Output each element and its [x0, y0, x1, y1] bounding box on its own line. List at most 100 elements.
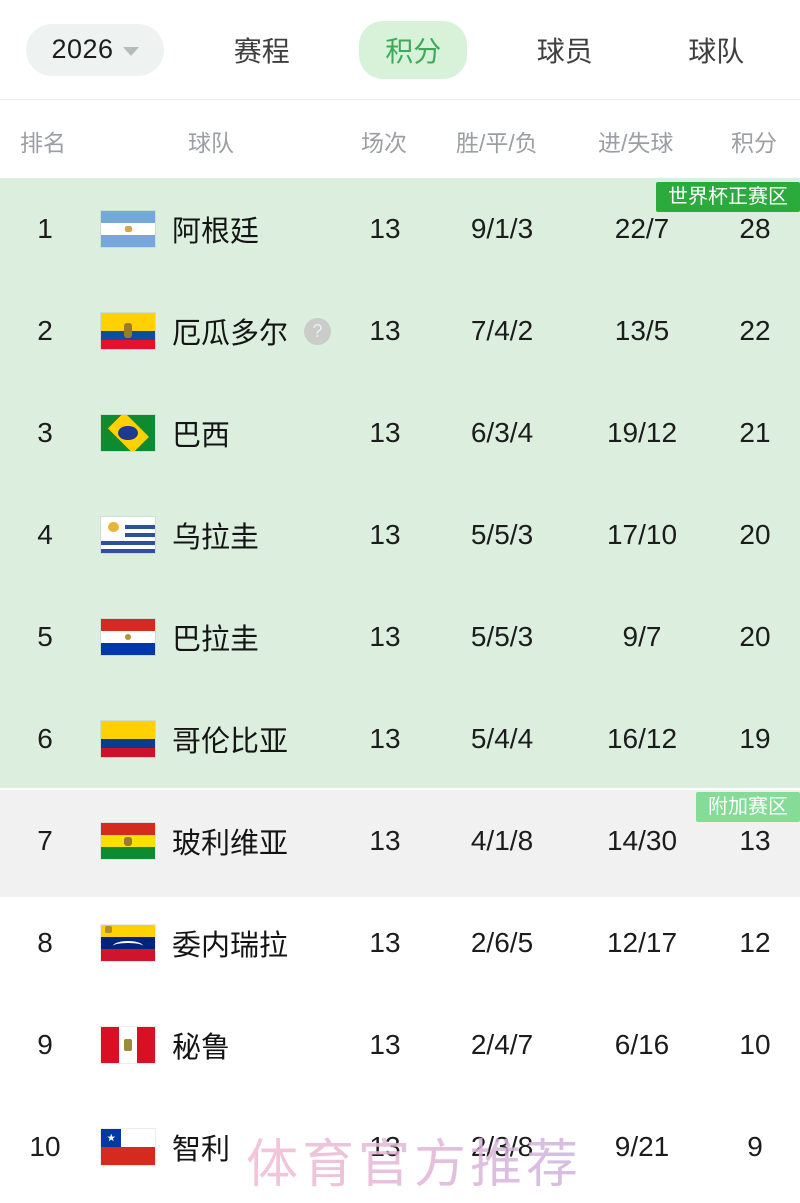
column-header-points: 积分	[731, 130, 777, 156]
tab-2[interactable]: 积分	[359, 20, 468, 79]
cell-rank: 2	[37, 315, 53, 346]
team-name: 哥伦比亚	[172, 726, 289, 758]
team-name: 智利	[172, 1134, 231, 1166]
cell-team[interactable]: 巴拉圭	[100, 586, 350, 688]
tab-3[interactable]: 球员	[511, 21, 619, 79]
cell-played: 13	[369, 519, 401, 550]
table-row[interactable]: 6 哥伦比亚 13 5/4/4 16/12 19	[0, 688, 800, 790]
cell-points: 9	[747, 1131, 763, 1162]
cell-team[interactable]: 哥伦比亚	[100, 688, 350, 790]
team-name: 委内瑞拉	[172, 930, 289, 962]
cell-rank: 3	[37, 417, 53, 448]
zone-band-qualify	[0, 178, 800, 788]
cell-played: 13	[369, 213, 401, 244]
team-name: 玻利维亚	[172, 828, 289, 860]
cell-played: 13	[369, 723, 401, 754]
cell-wdl: 2/6/5	[470, 927, 534, 958]
table-column-header: 排名 球队 场次 胜/平/负 进/失球 积分	[0, 100, 800, 178]
cell-points: 21	[739, 417, 771, 448]
info-icon[interactable]: ?	[304, 317, 332, 345]
tab-label: 赛程	[233, 35, 290, 67]
table-row[interactable]: 5 巴拉圭 13 5/5/3 9/7 20	[0, 586, 800, 688]
cell-team[interactable]: 阿根廷	[100, 178, 350, 280]
cell-goals: 12/17	[606, 927, 678, 958]
standings-rows: 1 阿根廷 13 9/1/3 22/7 28 2 厄瓜多尔? 13 7/4/2 13/5 22 3 巴西 1…	[0, 178, 800, 1198]
cell-wdl: 2/4/7	[470, 1029, 534, 1060]
season-selector[interactable]: 2026	[26, 23, 164, 76]
cell-wdl: 6/3/4	[470, 417, 534, 448]
cell-team[interactable]: 乌拉圭	[100, 484, 350, 586]
cell-team[interactable]: 厄瓜多尔?	[100, 280, 350, 382]
cell-team[interactable]: 委内瑞拉	[100, 892, 350, 994]
cell-team[interactable]: 秘鲁	[100, 994, 350, 1096]
cell-wdl: 7/4/2	[470, 315, 534, 346]
cell-wdl: 5/4/4	[470, 723, 534, 754]
cell-team[interactable]: 巴西	[100, 382, 350, 484]
cell-played: 13	[369, 1131, 401, 1162]
flag-brazil	[100, 414, 156, 452]
cell-points: 20	[739, 519, 771, 550]
table-row[interactable]: 2 厄瓜多尔? 13 7/4/2 13/5 22	[0, 280, 800, 382]
cell-goals: 6/16	[614, 1029, 670, 1060]
cell-rank: 8	[37, 927, 53, 958]
tab-label: 积分	[385, 35, 442, 67]
column-header-goals: 进/失球	[598, 130, 674, 156]
top-tab-bar: 2026 赛程 积分 球员 球队	[0, 0, 800, 100]
team-name: 厄瓜多尔	[172, 318, 289, 350]
cell-goals: 19/12	[606, 417, 678, 448]
cell-rank: 1	[37, 213, 53, 244]
table-row[interactable]: 10 智利 13 2/3/8 9/21 9	[0, 1096, 800, 1198]
cell-rank: 4	[37, 519, 53, 550]
cell-goals: 14/30	[606, 825, 678, 856]
cell-rank: 5	[37, 621, 53, 652]
flag-paraguay	[100, 618, 156, 656]
flag-bolivia	[100, 822, 156, 860]
chevron-down-icon	[122, 47, 139, 56]
flag-ecuador	[100, 312, 156, 350]
cell-points: 13	[739, 825, 771, 856]
cell-goals: 22/7	[614, 213, 670, 244]
team-name: 秘鲁	[172, 1032, 231, 1064]
table-row[interactable]: 7 玻利维亚 13 4/1/8 14/30 13	[0, 790, 800, 892]
cell-points: 28	[739, 213, 771, 244]
column-header-wdl: 胜/平/负	[456, 130, 538, 156]
table-row[interactable]: 4 乌拉圭 13 5/5/3 17/10 20	[0, 484, 800, 586]
cell-points: 22	[739, 315, 771, 346]
column-header-team: 球队	[188, 130, 234, 156]
cell-rank: 10	[29, 1131, 61, 1162]
team-name: 乌拉圭	[172, 522, 260, 554]
cell-goals: 9/7	[622, 621, 662, 652]
zone-badge-qualify: 世界杯正赛区	[656, 182, 800, 212]
cell-goals: 13/5	[614, 315, 670, 346]
table-row[interactable]: 1 阿根廷 13 9/1/3 22/7 28	[0, 178, 800, 280]
cell-rank: 7	[37, 825, 53, 856]
tab-1[interactable]: 赛程	[208, 21, 316, 79]
flag-peru	[100, 1026, 156, 1064]
table-row[interactable]: 9 秘鲁 13 2/4/7 6/16 10	[0, 994, 800, 1096]
cell-wdl: 9/1/3	[470, 213, 534, 244]
tab-4[interactable]: 球队	[662, 21, 770, 79]
flag-colombia	[100, 720, 156, 758]
cell-goals: 9/21	[614, 1131, 670, 1162]
cell-played: 13	[369, 417, 401, 448]
flag-uruguay	[100, 516, 156, 554]
tab-list: 赛程 积分 球员 球队	[164, 20, 800, 79]
flag-argentina	[100, 210, 156, 248]
table-row[interactable]: 3 巴西 13 6/3/4 19/12 21	[0, 382, 800, 484]
flag-chile	[100, 1128, 156, 1166]
season-label: 2026	[51, 34, 114, 64]
flag-venezuela	[100, 924, 156, 962]
cell-wdl: 5/5/3	[470, 519, 534, 550]
cell-points: 10	[739, 1029, 771, 1060]
table-row[interactable]: 8 委内瑞拉 13 2/6/5 12/17 12	[0, 892, 800, 994]
cell-rank: 9	[37, 1029, 53, 1060]
cell-wdl: 4/1/8	[470, 825, 534, 856]
team-name: 巴西	[172, 420, 231, 452]
cell-team[interactable]: 玻利维亚	[100, 790, 350, 892]
tab-label: 球队	[688, 35, 745, 67]
column-header-played: 场次	[361, 130, 407, 156]
cell-points: 12	[739, 927, 771, 958]
cell-rank: 6	[37, 723, 53, 754]
cell-team[interactable]: 智利	[100, 1096, 350, 1198]
